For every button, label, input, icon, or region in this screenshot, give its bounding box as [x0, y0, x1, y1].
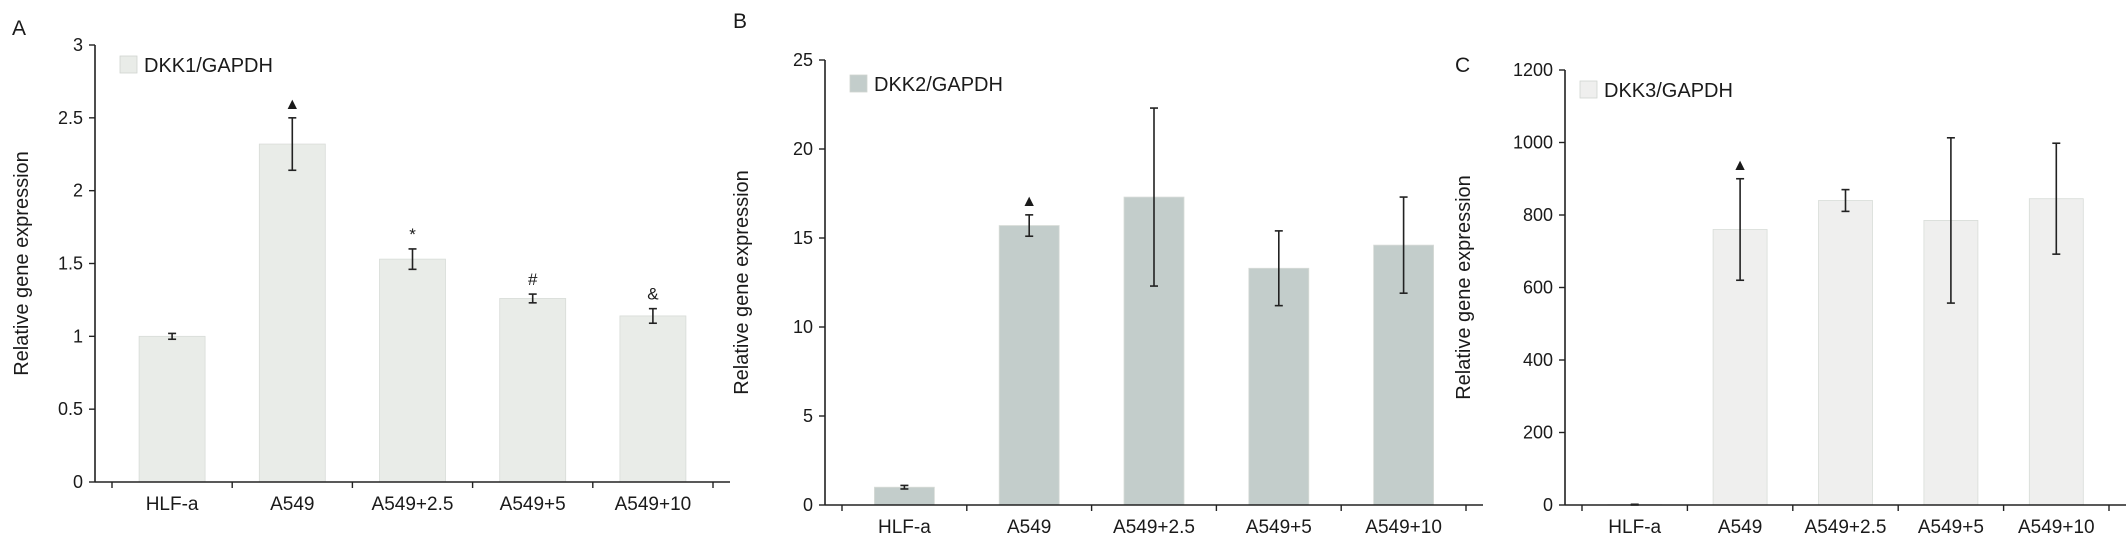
y-tick-label: 2: [73, 181, 83, 201]
x-tick-label: A549+10: [2018, 517, 2095, 538]
legend-label: DKK2/GAPDH: [874, 74, 1003, 96]
significance-mark: *: [409, 225, 416, 244]
y-tick-label: 1200: [1513, 60, 1553, 80]
legend-swatch: [119, 55, 138, 74]
panel-label: B: [733, 10, 747, 33]
panel-label: C: [1455, 54, 1470, 77]
legend-swatch: [849, 74, 868, 93]
bar: [998, 225, 1060, 506]
y-tick-label: 5: [803, 406, 813, 426]
bar: [499, 298, 567, 483]
x-tick-label: A549+5: [500, 494, 566, 515]
y-tick-label: 3: [73, 35, 83, 55]
panel-label: A: [12, 17, 26, 40]
x-tick-label: A549+2.5: [1805, 517, 1887, 538]
significance-mark: &: [647, 285, 659, 304]
significance-mark: #: [528, 270, 538, 289]
x-tick-label: HLF-a: [146, 494, 199, 515]
significance-mark: ▲: [1021, 193, 1037, 210]
x-tick-label: A549: [270, 494, 314, 515]
legend-swatch: [1579, 80, 1598, 99]
bar: [874, 486, 935, 506]
x-tick-label: A549+2.5: [1113, 517, 1195, 538]
y-tick-label: 600: [1523, 278, 1553, 298]
x-tick-label: A549+2.5: [372, 494, 454, 515]
y-tick-label: 20: [793, 139, 813, 159]
bar: [379, 258, 446, 483]
x-tick-label: HLF-a: [1608, 517, 1661, 538]
y-tick-label: 0: [803, 495, 813, 515]
legend-label: DKK1/GAPDH: [144, 55, 273, 77]
x-tick-label: A549: [1007, 517, 1051, 538]
y-axis-label: Relative gene expression: [731, 170, 753, 395]
bar: [138, 335, 206, 483]
bar: [619, 315, 687, 483]
x-tick-label: HLF-a: [878, 517, 931, 538]
x-tick-label: A549+10: [1365, 517, 1442, 538]
significance-mark: ▲: [1732, 157, 1748, 174]
y-tick-label: 1: [73, 326, 83, 346]
y-tick-label: 200: [1523, 423, 1553, 443]
y-tick-label: 0.5: [58, 399, 83, 419]
bar: [1818, 200, 1873, 506]
y-tick-label: 400: [1523, 350, 1553, 370]
bar: [1248, 267, 1310, 506]
y-tick-label: 2.5: [58, 108, 83, 128]
bar: [258, 143, 326, 483]
y-tick-label: 25: [793, 50, 813, 70]
legend-label: DKK3/GAPDH: [1604, 80, 1733, 102]
y-tick-label: 1.5: [58, 254, 83, 274]
x-tick-label: A549+10: [615, 494, 692, 515]
significance-mark: ▲: [284, 96, 300, 113]
y-tick-label: 15: [793, 228, 813, 248]
y-tick-label: 1000: [1513, 133, 1553, 153]
x-tick-label: A549+5: [1918, 517, 1984, 538]
y-axis-label: Relative gene expression: [11, 151, 33, 376]
x-tick-label: A549+5: [1246, 517, 1312, 538]
y-tick-label: 10: [793, 317, 813, 337]
y-tick-label: 800: [1523, 205, 1553, 225]
y-tick-label: 0: [73, 472, 83, 492]
y-tick-label: 0: [1543, 495, 1553, 515]
x-tick-label: A549: [1718, 517, 1762, 538]
y-axis-label: Relative gene expression: [1453, 175, 1475, 400]
